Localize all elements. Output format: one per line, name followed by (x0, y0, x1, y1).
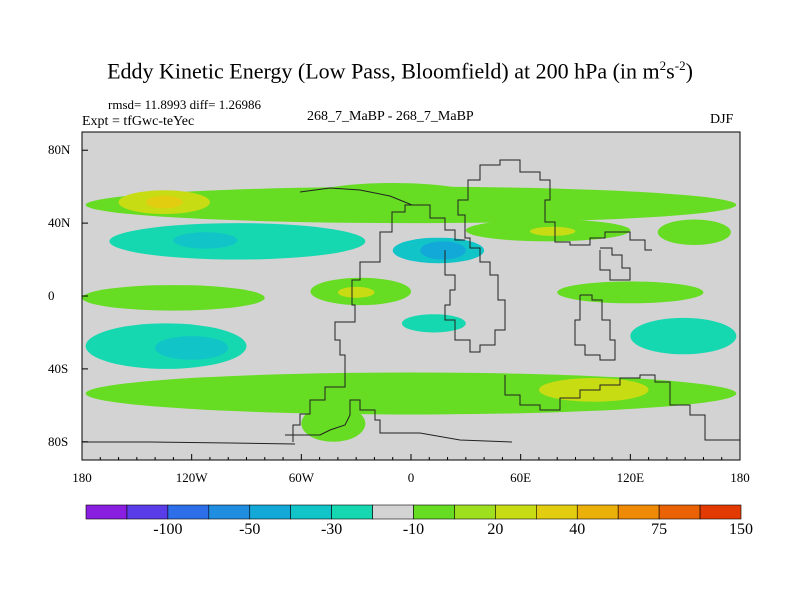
contour-region-14 (557, 281, 704, 304)
contour-region-21 (301, 405, 366, 442)
colorbar-segment (495, 504, 537, 520)
y-tick-label: 40N (48, 215, 71, 231)
x-tick-label: 120E (616, 470, 645, 485)
x-tick-label: 120W (175, 470, 208, 485)
colorbar-label: 40 (569, 521, 586, 538)
colorbar-label: -100 (153, 521, 183, 538)
coastline-africa-south (504, 374, 740, 441)
y-tick-label: 40S (48, 360, 69, 376)
contour-region-3 (310, 183, 475, 209)
coastline-southeast-asia (574, 294, 616, 361)
contour-region-11 (82, 285, 265, 311)
x-tick-label: 180 (72, 470, 92, 485)
stats-text: rmsd= 11.8993 diff= 1.26986 (108, 97, 261, 112)
colorbar-segment (536, 504, 578, 520)
x-tick-label: 0 (407, 470, 415, 485)
coastline-north-america (299, 187, 413, 206)
colorbar-segment (576, 504, 619, 520)
coastlines (82, 159, 740, 445)
colorbar-label: -30 (320, 521, 343, 538)
y-tick-label: 80S (48, 433, 69, 449)
season-label: DJF (710, 112, 734, 127)
colorbar-label: 75 (651, 521, 668, 538)
coastline-antarctica-peninsula (285, 399, 513, 443)
chart-title: Eddy Kinetic Energy (Low Pass, Bloomfiel… (107, 58, 693, 84)
colorbar-label: -10 (402, 521, 425, 538)
colorbar-segment (699, 504, 742, 520)
y-tick-label: 0 (48, 288, 55, 303)
colorbar-segment (413, 504, 455, 520)
coastline-antarctica-south (82, 441, 296, 445)
contour-region-16 (155, 336, 229, 360)
colorbar-segment (658, 504, 701, 520)
experiment-label: Expt = tfGwc-teYec (82, 114, 195, 129)
colorbar-segment (126, 504, 169, 520)
x-tick-label: 60W (288, 470, 314, 485)
axis-ticks (81, 149, 741, 460)
contour-region-7 (420, 241, 466, 260)
colorbar-segment (454, 504, 496, 520)
x-tick-label: 60E (510, 470, 532, 485)
contour-region-10 (657, 219, 731, 245)
coastline-eurasia (444, 159, 652, 353)
contour-region-18 (630, 317, 737, 355)
contour-region-5 (173, 232, 238, 249)
y-tick-label: 80N (48, 142, 71, 158)
colorbar-segment (167, 504, 210, 520)
x-tick-label: 180 (730, 470, 750, 485)
colorbar-segment (208, 504, 251, 520)
coastline-east-asia (599, 247, 631, 281)
contour-region-17 (401, 314, 466, 333)
colorbar-label: -50 (239, 521, 261, 538)
contour-region-9 (529, 226, 576, 236)
coastline-americas (292, 204, 465, 442)
colorbar-segment (85, 504, 128, 520)
contour-region-2 (145, 195, 183, 209)
run-label: 268_7_MaBP - 268_7_MaBP (307, 109, 474, 124)
colorbar-segment (372, 504, 414, 520)
colorbar-segment (290, 504, 332, 520)
colorbar-segment (617, 504, 660, 520)
colorbar-label: 20 (487, 521, 504, 538)
colorbar-label: 150 (729, 521, 753, 538)
colorbar-segment (331, 504, 373, 520)
contour-region-4 (109, 223, 366, 260)
colorbar-segment (249, 504, 291, 520)
field-contours (82, 183, 737, 442)
colorbar (85, 504, 742, 520)
contour-region-13 (337, 286, 375, 298)
